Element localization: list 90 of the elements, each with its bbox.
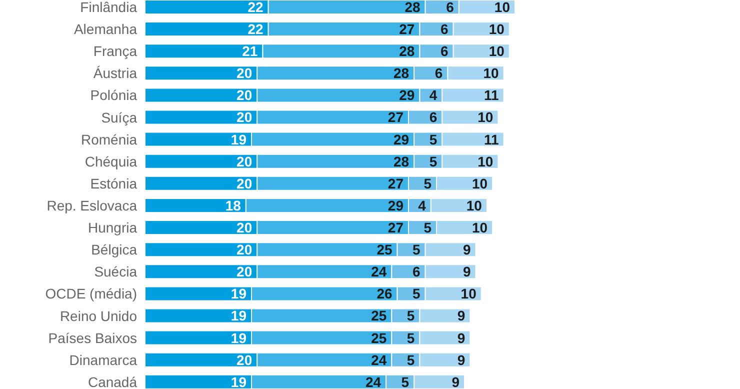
data-label: 21 [242,43,258,60]
y-tick-label: Suíça [101,109,138,126]
y-tick-label: Dinamarca [69,352,138,368]
data-label: 20 [236,242,252,258]
data-label: 19 [230,308,247,324]
data-label: 20 [236,109,252,126]
y-tick-label: França [93,43,138,60]
data-label: 5 [406,352,415,368]
data-label: 24 [371,352,387,368]
y-tick-label: Alemanha [74,21,138,38]
data-label: 22 [248,0,264,15]
data-label: 25 [376,242,392,258]
data-label: 11 [484,87,499,104]
data-label: 28 [399,43,415,60]
data-label: 20 [236,352,252,368]
data-label: 28 [404,0,421,15]
data-label: 27 [388,219,404,236]
y-tick-label: Chéquia [84,153,138,170]
data-label: 29 [388,197,404,214]
data-label: 5 [429,131,438,148]
data-label: 9 [462,264,471,280]
data-label: 20 [236,264,252,280]
data-label: 10 [483,65,499,82]
y-tick-label: Hungria [88,220,138,236]
y-tick-label: Reino Unido [60,308,138,324]
y-tick-label: OCDE (média) [45,286,137,302]
data-label: 10 [488,43,505,60]
y-tick-label: Polónia [90,87,138,104]
data-label: 6 [429,109,438,126]
data-label: 29 [394,131,410,148]
data-label: 27 [388,109,404,126]
data-label: 5 [406,308,415,324]
y-tick-label: Estónia [90,175,138,192]
data-label: 10 [488,20,505,37]
y-tick-label: Suécia [94,264,138,280]
data-label: 4 [418,197,426,214]
data-label: 19 [230,374,247,389]
data-label: 6 [446,0,454,15]
data-label: 24 [365,374,382,389]
data-label: 10 [478,153,494,170]
data-label: 25 [371,308,387,324]
data-label: 5 [424,175,432,192]
data-label: 4 [429,87,438,104]
data-label: 19 [230,286,247,302]
data-label: 29 [399,87,415,104]
data-label: 24 [371,264,387,280]
y-tick-label: Finlândia [80,0,138,15]
data-label: 5 [424,219,432,236]
data-label: 9 [462,242,471,258]
data-label: 10 [466,197,482,214]
data-label: 9 [457,308,466,324]
data-label: 9 [452,374,460,389]
data-label: 27 [399,20,415,37]
data-label: 5 [412,242,421,258]
data-label: 6 [412,264,421,280]
y-tick-label: Rep. Eslovaca [46,198,138,214]
data-label: 10 [472,175,488,192]
data-label: 10 [494,0,510,15]
data-label: 10 [478,109,494,126]
data-label: 27 [388,175,404,192]
data-label: 10 [460,286,477,302]
data-label: 10 [472,219,488,236]
data-label: 11 [484,131,499,148]
data-label: 20 [236,153,252,170]
y-tick-label: Bélgica [91,242,138,258]
data-label: 20 [236,87,252,104]
y-tick-label: Áustria [93,65,138,82]
data-label: 6 [440,43,449,60]
data-label: 20 [236,65,252,82]
data-label: 20 [236,175,252,192]
y-tick-label: Canadá [88,374,138,389]
data-label: 19 [230,330,247,346]
data-label: 18 [225,197,242,214]
data-label: 28 [394,65,410,82]
data-label: 28 [394,153,410,170]
y-tick-label: Roménia [80,131,138,148]
data-label: 19 [230,131,247,148]
data-label: 25 [371,330,387,346]
data-label: 9 [457,330,466,346]
data-label: 5 [401,374,410,389]
data-label: 26 [376,286,392,302]
data-label: 6 [440,20,449,37]
data-label: 5 [429,153,438,170]
data-label: 22 [248,20,264,37]
data-label: 5 [406,330,415,346]
data-label: 6 [434,65,443,82]
data-label: 20 [236,219,252,236]
data-label: 5 [412,286,421,302]
y-tick-label: Países Baixos [48,330,137,346]
data-label: 9 [457,352,466,368]
